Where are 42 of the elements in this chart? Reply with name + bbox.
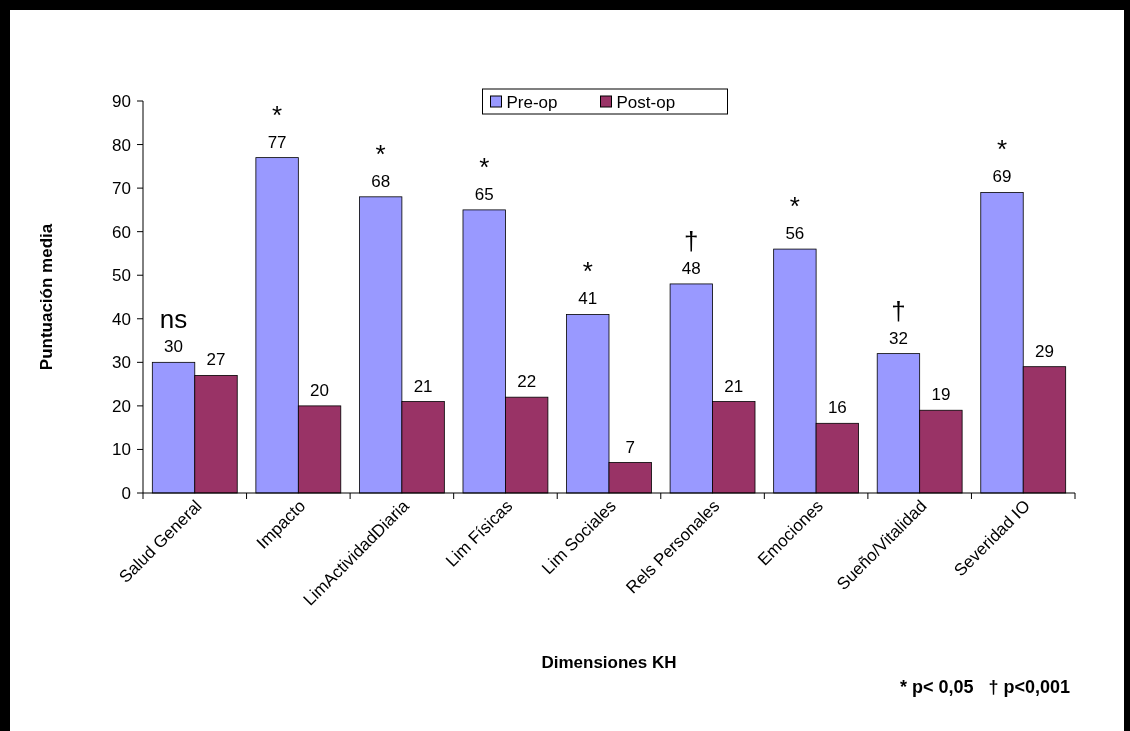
data-label: 29 — [1034, 341, 1054, 361]
data-label: 21 — [413, 376, 433, 396]
text: * p< 0,05 † p<0,001 — [899, 677, 1070, 697]
annotation: * — [789, 191, 800, 222]
data-label: 22 — [517, 372, 537, 392]
legend-label: Pre-op — [506, 92, 558, 112]
y-tick-label: 80 — [112, 135, 131, 155]
data-label: 77 — [267, 132, 287, 152]
annotation: * — [582, 256, 593, 287]
data-label: 19 — [931, 385, 951, 405]
data-label: 65 — [474, 184, 494, 204]
data-label: 7 — [625, 437, 635, 457]
data-label: 16 — [827, 398, 847, 418]
data-label: 21 — [724, 376, 744, 396]
y-tick-label: 20 — [112, 396, 131, 416]
annotation: * — [375, 138, 386, 169]
x-axis-title: Dimensiones KH — [541, 653, 677, 672]
data-label: 32 — [888, 328, 908, 348]
y-tick-label: 70 — [112, 179, 131, 199]
data-label: 69 — [992, 167, 1012, 187]
annotation: ns — [159, 304, 188, 335]
y-tick-label: 30 — [112, 353, 131, 373]
data-label: 56 — [785, 224, 805, 244]
annotation: † — [891, 295, 906, 326]
y-tick-label: 40 — [112, 309, 131, 329]
annotation: * — [479, 151, 490, 182]
y-tick-label: 0 — [121, 483, 131, 503]
y-tick-label: 10 — [112, 440, 131, 460]
legend-label: Post-op — [616, 92, 676, 112]
y-tick-label: 50 — [112, 266, 131, 286]
data-label: 20 — [310, 380, 330, 400]
annotation: † — [684, 225, 699, 256]
data-label: 68 — [371, 171, 391, 191]
data-label: 30 — [164, 337, 184, 357]
data-label: 48 — [681, 258, 701, 278]
annotation: * — [996, 134, 1008, 165]
y-axis-title: Puntuación media — [37, 223, 56, 371]
data-label: 27 — [206, 350, 226, 370]
annotation: * — [272, 99, 283, 130]
y-tick-label: 90 — [112, 91, 131, 111]
y-tick-label: 60 — [112, 222, 131, 242]
data-label: 41 — [578, 289, 598, 309]
